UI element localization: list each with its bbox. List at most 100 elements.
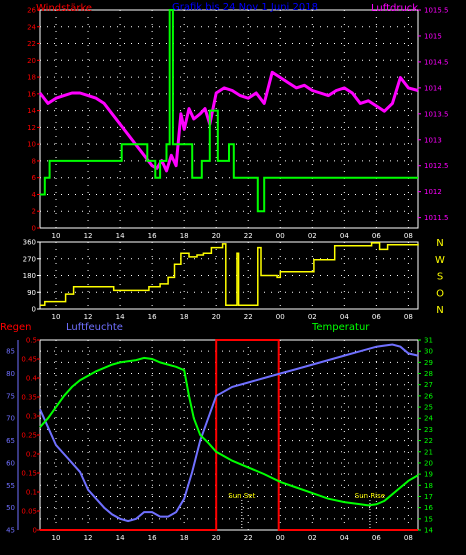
- compass-label-2: S: [437, 272, 443, 283]
- regen-axis-tick-0.4: 0.4: [26, 375, 38, 383]
- direction-axis-tick-0: 0: [32, 306, 36, 314]
- panel-1-time-tick-02: 02: [308, 232, 317, 240]
- temperatur-axis-tick-24: 24: [424, 415, 433, 423]
- panel-2-time-tick-06: 06: [372, 313, 381, 321]
- chart-titles: Windstärke Grafik bis 24 Nov 1 Juni 2018…: [36, 2, 418, 14]
- temperatur-axis-tick-22: 22: [424, 437, 433, 445]
- direction-axis-tick-180: 180: [23, 272, 36, 280]
- panel-3-time-tick-00: 00: [276, 534, 285, 542]
- panel-1-time-tick-14: 14: [116, 232, 125, 240]
- luftfeuchte-axis-tick-65: 65: [6, 437, 15, 445]
- panel-3-time-tick-10: 10: [52, 534, 61, 542]
- luftfeuchte-axis-tick-60: 60: [6, 459, 15, 467]
- temperatur-axis-tick-31: 31: [424, 337, 433, 345]
- windstaerke-axis-tick-16: 16: [27, 90, 36, 98]
- windstaerke-axis-tick-12: 12: [27, 124, 36, 132]
- luftfeuchte-axis-tick-50: 50: [6, 504, 15, 512]
- panel-1-time-tick-22: 22: [244, 232, 253, 240]
- luftdruck-axis-tick-1014: 1014: [424, 84, 442, 92]
- panel-1-time-tick-04: 04: [340, 232, 349, 240]
- luftdruck-axis-tick-1013: 1013: [424, 136, 442, 144]
- panel-1-time-tick-20: 20: [212, 232, 221, 240]
- windstaerke-axis-tick-4: 4: [32, 191, 37, 199]
- windstaerke-axis-tick-8: 8: [32, 157, 36, 165]
- panel-3-time-tick-02: 02: [308, 534, 317, 542]
- luftdruck-axis-tick-1015.5: 1015.5: [424, 7, 449, 15]
- luftfeuchte-axis-tick-70: 70: [6, 415, 15, 423]
- regen-axis-tick-0.35: 0.35: [21, 394, 37, 402]
- wind-pressure-panel: 10 12 14 16 18 20 22 00 02 04 06 080246810121416182…: [27, 7, 448, 241]
- temperatur-axis-tick-30: 30: [424, 348, 433, 356]
- luftdruck-axis-tick-1012: 1012: [424, 188, 442, 196]
- panel-3-time-tick-22: 22: [244, 534, 253, 542]
- panel-1-time-tick-00: 00: [276, 232, 285, 240]
- panel-2-time-tick-00: 00: [276, 313, 285, 321]
- panel-1-time-tick-18: 18: [180, 232, 189, 240]
- windstaerke-axis-tick-24: 24: [27, 23, 36, 31]
- panel-2-time-tick-04: 04: [340, 313, 349, 321]
- compass-label-0: N: [436, 238, 443, 249]
- regen-axis-tick-0.3: 0.3: [26, 413, 37, 421]
- luftfeuchte-line: [39, 343, 419, 523]
- windstaerke-axis-tick-10: 10: [27, 141, 36, 149]
- temperatur-axis-tick-28: 28: [424, 370, 433, 378]
- panel-3-time-tick-12: 12: [84, 534, 93, 542]
- windstaerke-axis-tick-20: 20: [27, 57, 36, 65]
- panel-3-frame: [39, 339, 419, 531]
- panel-1-time-tick-10: 10: [52, 232, 61, 240]
- panel-2-time-tick-14: 14: [116, 313, 125, 321]
- title-windstaerke: Windstärke: [36, 3, 92, 14]
- regen-axis-label: Regen: [0, 322, 32, 333]
- temperatur-axis-tick-15: 15: [424, 515, 433, 523]
- temperatur-axis-tick-29: 29: [424, 359, 433, 367]
- temperatur-axis-tick-19: 19: [424, 471, 433, 479]
- windrichtung-line: [40, 242, 419, 307]
- panel-2-time-tick-08: 08: [404, 313, 413, 321]
- temperatur-axis-tick-14: 14: [424, 527, 433, 535]
- luftfeuchte-axis-tick-80: 80: [6, 370, 15, 378]
- temperatur-axis-tick-23: 23: [424, 426, 433, 434]
- title-luftdruck: Luftdruck: [371, 3, 418, 14]
- panel-3-time-tick-16: 16: [148, 534, 157, 542]
- panel-2-time-tick-18: 18: [180, 313, 189, 321]
- windstaerke-axis-tick-14: 14: [27, 107, 36, 115]
- windstaerke-axis-tick-26: 26: [27, 7, 36, 15]
- temperatur-axis-tick-25: 25: [424, 404, 433, 412]
- panel-1-time-tick-12: 12: [84, 232, 93, 240]
- panel-1-time-tick-08: 08: [404, 232, 413, 240]
- windstaerke-line: [40, 9, 418, 213]
- temperatur-axis-tick-26: 26: [424, 392, 433, 400]
- luftdruck-axis-tick-1012.5: 1012.5: [424, 162, 449, 170]
- compass-label-1: W: [435, 255, 445, 266]
- luftfeuchte-axis-tick-55: 55: [6, 482, 15, 490]
- rain-humidity-temperature-panel: 10 12 14 16 18 20 22 00 02 04 06 08 Regen Luftfeuchte…: [0, 322, 433, 542]
- luftdruck-axis-tick-1011.5: 1011.5: [424, 214, 449, 222]
- regen-axis-tick-0: 0: [33, 527, 37, 535]
- temperatur-axis-tick-16: 16: [424, 504, 433, 512]
- panel-3-time-tick-18: 18: [180, 534, 189, 542]
- temperatur-line: [39, 356, 419, 507]
- luftfeuchte-axis-tick-45: 45: [6, 527, 15, 535]
- chart-title: Grafik bis 24 Nov 1 Juni 2018: [172, 2, 318, 13]
- compass-label-3: O: [436, 288, 444, 299]
- temperatur-axis-tick-27: 27: [424, 381, 433, 389]
- luftfeuchte-axis-tick-85: 85: [6, 348, 15, 356]
- annotation-sun-rise: Sun Rise: [355, 492, 385, 500]
- luftfeuchte-axis-label: Luftfeuchte: [66, 322, 123, 333]
- windstaerke-axis-tick-0: 0: [32, 225, 36, 233]
- panel-1-time-tick-06: 06: [372, 232, 381, 240]
- regen-line: [40, 339, 418, 531]
- temperatur-axis-tick-17: 17: [424, 493, 433, 501]
- panel-1-frame: [39, 9, 419, 229]
- panel-2-time-tick-02: 02: [308, 313, 317, 321]
- panel-3-time-tick-14: 14: [116, 534, 125, 542]
- luftdruck-axis-tick-1014.5: 1014.5: [424, 58, 449, 66]
- panel-1-time-tick-16: 16: [148, 232, 157, 240]
- panel-2-time-tick-12: 12: [84, 313, 93, 321]
- annotation-sun-set: Sun Set: [228, 492, 255, 500]
- windstaerke-axis-tick-2: 2: [32, 208, 36, 216]
- temperatur-axis-tick-20: 20: [424, 459, 433, 467]
- temperatur-axis-label: Temperatur: [311, 322, 370, 333]
- regen-axis-tick-0.15: 0.15: [21, 470, 37, 478]
